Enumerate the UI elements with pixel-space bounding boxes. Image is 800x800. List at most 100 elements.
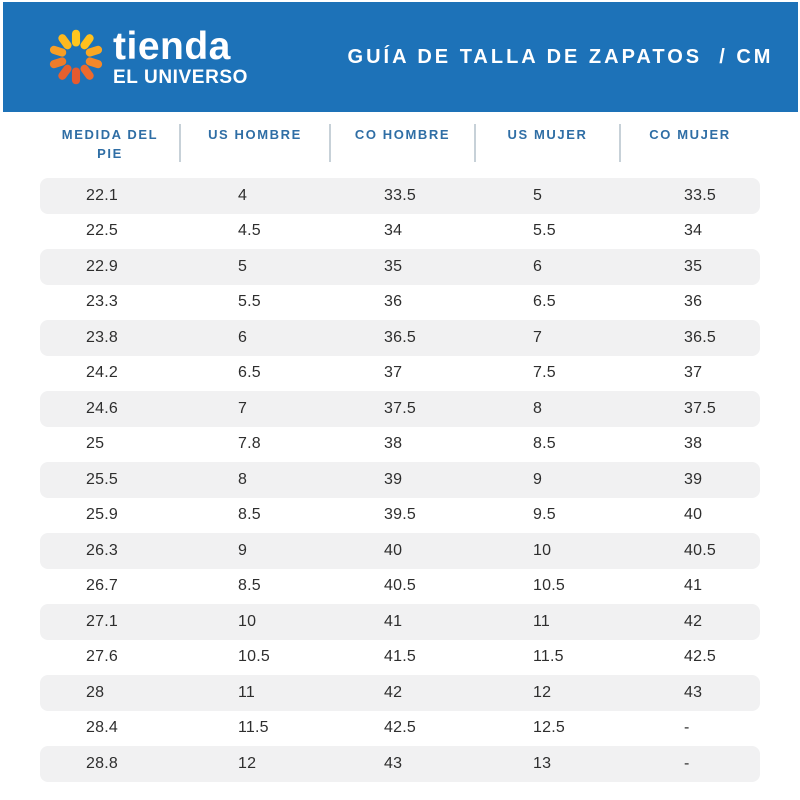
table-cell: 35 [684, 257, 703, 275]
table-row: 23.8 6 36.5 7 36.5 [40, 320, 760, 356]
table-cell: 39.5 [384, 506, 416, 524]
table-row: 28.8 12 43 13 - [40, 746, 760, 782]
table-cell: 40.5 [384, 577, 416, 595]
table-header-row: MEDIDA DEL PIE US HOMBRE CO HOMBRE US MU… [40, 112, 760, 178]
table-cell: 41.5 [384, 648, 416, 666]
table-row: 28.4 11.5 42.5 12.5 - [40, 711, 760, 747]
table-cell: 7 [238, 399, 248, 417]
table-cell: 10 [533, 541, 552, 559]
table-cell: 12 [533, 683, 552, 701]
table-cell: 25 [86, 435, 105, 453]
table-cell: 40 [684, 506, 703, 524]
table-cell: 38 [684, 435, 703, 453]
table-cell: 4.5 [238, 222, 261, 240]
table-cell: 42 [684, 612, 703, 630]
column-header-co-hombre: CO HOMBRE [330, 124, 476, 162]
table-cell: 4 [238, 186, 248, 204]
table-cell: 33.5 [684, 186, 716, 204]
table-row: 25 7.8 38 8.5 38 [40, 427, 760, 463]
table-row: 27.6 10.5 41.5 11.5 42.5 [40, 640, 760, 676]
table-cell: 12.5 [533, 719, 565, 737]
table-row: 22.1 4 33.5 5 33.5 [40, 178, 760, 214]
table-cell: 28.4 [86, 719, 118, 737]
table-cell: 5.5 [238, 293, 261, 311]
table-cell: 24.6 [86, 399, 118, 417]
table-cell: 23.8 [86, 328, 118, 346]
table-row: 26.7 8.5 40.5 10.5 41 [40, 569, 760, 605]
table-cell: 37 [684, 364, 703, 382]
table-cell: 8.5 [238, 506, 261, 524]
table-cell: 6.5 [238, 364, 261, 382]
table-cell: - [684, 754, 690, 772]
table-cell: 43 [384, 754, 403, 772]
table-cell: 10.5 [238, 648, 270, 666]
table-cell: 41 [684, 577, 703, 595]
table-cell: 22.9 [86, 257, 118, 275]
table-row: 26.3 9 40 10 40.5 [40, 533, 760, 569]
brand-name: tienda EL UNIVERSO [113, 27, 248, 87]
table-cell: 39 [384, 470, 403, 488]
table-cell: 40 [384, 541, 403, 559]
table-cell: 5.5 [533, 222, 556, 240]
table-cell: 40.5 [684, 541, 716, 559]
table-cell: 7.8 [238, 435, 261, 453]
table-cell: 11 [533, 612, 551, 630]
table-cell: 8.5 [533, 435, 556, 453]
column-header-us-hombre: US HOMBRE [180, 124, 331, 162]
table-cell: 6 [238, 328, 248, 346]
table-cell: 36.5 [684, 328, 716, 346]
table-cell: 9 [533, 470, 543, 488]
table-row: 23.3 5.5 36 6.5 36 [40, 285, 760, 321]
table-cell: 37.5 [384, 399, 416, 417]
table-cell: 7 [533, 328, 543, 346]
table-cell: 8 [238, 470, 248, 488]
table-cell: 23.3 [86, 293, 118, 311]
table-cell: 5 [238, 257, 248, 275]
table-cell: 36 [684, 293, 703, 311]
table-cell: 42.5 [684, 648, 716, 666]
table-cell: 26.3 [86, 541, 118, 559]
table-cell: 43 [684, 683, 703, 701]
table-cell: 35 [384, 257, 403, 275]
table-cell: 42.5 [384, 719, 416, 737]
table-cell: 36 [384, 293, 403, 311]
column-header-medida-del-pie: MEDIDA DEL PIE [40, 124, 181, 164]
table-cell: 28.8 [86, 754, 118, 772]
table-cell: 8 [533, 399, 543, 417]
table-cell: 11 [238, 683, 256, 701]
column-header-us-mujer: US MUJER [475, 124, 621, 162]
table-cell: 7.5 [533, 364, 556, 382]
size-table: MEDIDA DEL PIE US HOMBRE CO HOMBRE US MU… [40, 112, 760, 782]
banner: tienda EL UNIVERSO GUÍA DE TALLA DE ZAPA… [3, 2, 798, 112]
brand-name-bottom: EL UNIVERSO [113, 67, 249, 88]
table-row: 22.9 5 35 6 35 [40, 249, 760, 285]
table-row: 27.1 10 41 11 42 [40, 604, 760, 640]
table-cell: 22.1 [86, 186, 118, 204]
table-cell: 13 [533, 754, 552, 772]
table-cell: 34 [684, 222, 703, 240]
table-cell: 38 [384, 435, 403, 453]
column-header-co-mujer: CO MUJER [649, 127, 731, 142]
table-cell: 34 [384, 222, 403, 240]
brand-name-top: tienda [113, 25, 231, 68]
table-row: 22.5 4.5 34 5.5 34 [40, 214, 760, 250]
table-cell: 27.6 [86, 648, 118, 666]
table-cell: 24.2 [86, 364, 118, 382]
table-row: 28 11 42 12 43 [40, 675, 760, 711]
table-cell: 37.5 [684, 399, 716, 417]
table-cell: 33.5 [384, 186, 416, 204]
table-cell: 9.5 [533, 506, 556, 524]
table-cell: 39 [684, 470, 703, 488]
table-cell: 36.5 [384, 328, 416, 346]
table-row: 25.9 8.5 39.5 9.5 40 [40, 498, 760, 534]
table-cell: 10.5 [533, 577, 565, 595]
table-cell: 37 [384, 364, 403, 382]
page-title: GUÍA DE TALLA DE ZAPATOS / CM [347, 45, 774, 68]
table-cell: 5 [533, 186, 543, 204]
table-cell: 6.5 [533, 293, 556, 311]
table-body: 22.1 4 33.5 5 33.5 22.5 4.5 34 5.5 34 22.9 5 35 6 35 23… [40, 178, 760, 782]
sunburst-icon [49, 29, 103, 85]
table-cell: 12 [238, 754, 257, 772]
table-cell: 25.9 [86, 506, 118, 524]
brand-logo: tienda EL UNIVERSO [47, 27, 248, 87]
